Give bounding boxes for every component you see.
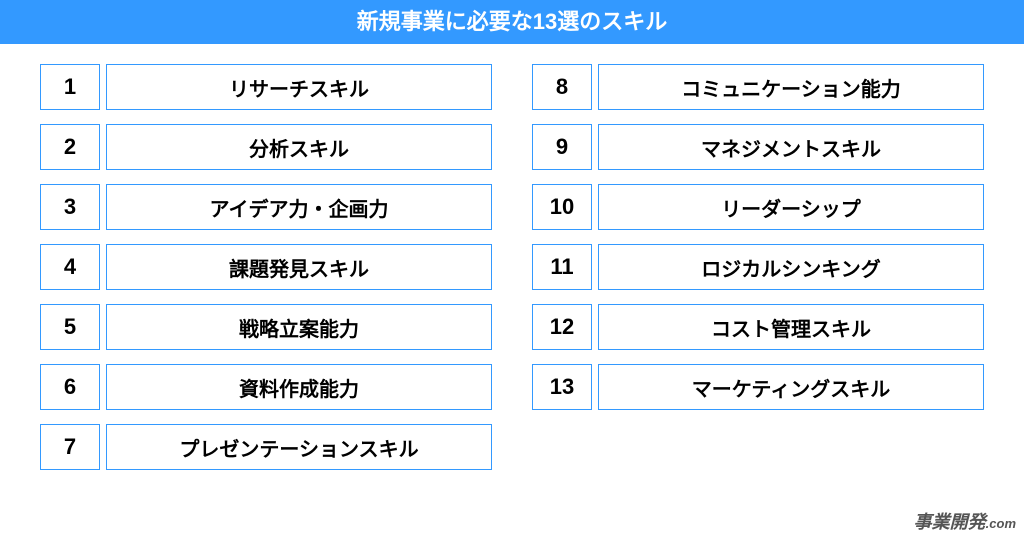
skill-row: 12コスト管理スキル [532, 304, 984, 350]
skill-number: 4 [40, 244, 100, 290]
skill-row: 8コミュニケーション能力 [532, 64, 984, 110]
skill-number: 8 [532, 64, 592, 110]
skill-number: 6 [40, 364, 100, 410]
skill-number: 2 [40, 124, 100, 170]
skill-label: 資料作成能力 [106, 364, 492, 410]
skill-row: 13マーケティングスキル [532, 364, 984, 410]
skills-columns: 1リサーチスキル2分析スキル3アイデア力・企画力4課題発見スキル5戦略立案能力6… [0, 44, 1024, 470]
skill-label: アイデア力・企画力 [106, 184, 492, 230]
skill-number: 10 [532, 184, 592, 230]
skill-row: 9マネジメントスキル [532, 124, 984, 170]
skill-label: ロジカルシンキング [598, 244, 984, 290]
skill-label: リサーチスキル [106, 64, 492, 110]
skill-label: 分析スキル [106, 124, 492, 170]
skill-number: 11 [532, 244, 592, 290]
skill-number: 3 [40, 184, 100, 230]
skill-row: 2分析スキル [40, 124, 492, 170]
skill-label: リーダーシップ [598, 184, 984, 230]
watermark-suffix: .com [986, 516, 1016, 531]
skill-row: 4課題発見スキル [40, 244, 492, 290]
skill-number: 12 [532, 304, 592, 350]
skill-label: コスト管理スキル [598, 304, 984, 350]
skill-number: 5 [40, 304, 100, 350]
skill-label: マネジメントスキル [598, 124, 984, 170]
skill-row: 6資料作成能力 [40, 364, 492, 410]
skill-row: 1リサーチスキル [40, 64, 492, 110]
skill-number: 13 [532, 364, 592, 410]
skill-row: 7プレゼンテーションスキル [40, 424, 492, 470]
watermark-main: 事業開発 [914, 512, 986, 532]
skill-number: 1 [40, 64, 100, 110]
skill-label: プレゼンテーションスキル [106, 424, 492, 470]
skill-row: 11ロジカルシンキング [532, 244, 984, 290]
page-title-bar: 新規事業に必要な13選のスキル [0, 0, 1024, 44]
page-title: 新規事業に必要な13選のスキル [357, 9, 667, 34]
skill-label: コミュニケーション能力 [598, 64, 984, 110]
skill-number: 7 [40, 424, 100, 470]
skill-label: 課題発見スキル [106, 244, 492, 290]
skill-row: 3アイデア力・企画力 [40, 184, 492, 230]
skill-row: 10リーダーシップ [532, 184, 984, 230]
skill-number: 9 [532, 124, 592, 170]
skill-label: マーケティングスキル [598, 364, 984, 410]
skill-row: 5戦略立案能力 [40, 304, 492, 350]
watermark: 事業開発.com [914, 508, 1016, 534]
skill-label: 戦略立案能力 [106, 304, 492, 350]
skills-column-right: 8コミュニケーション能力9マネジメントスキル10リーダーシップ11ロジカルシンキ… [532, 64, 984, 470]
skills-column-left: 1リサーチスキル2分析スキル3アイデア力・企画力4課題発見スキル5戦略立案能力6… [40, 64, 492, 470]
